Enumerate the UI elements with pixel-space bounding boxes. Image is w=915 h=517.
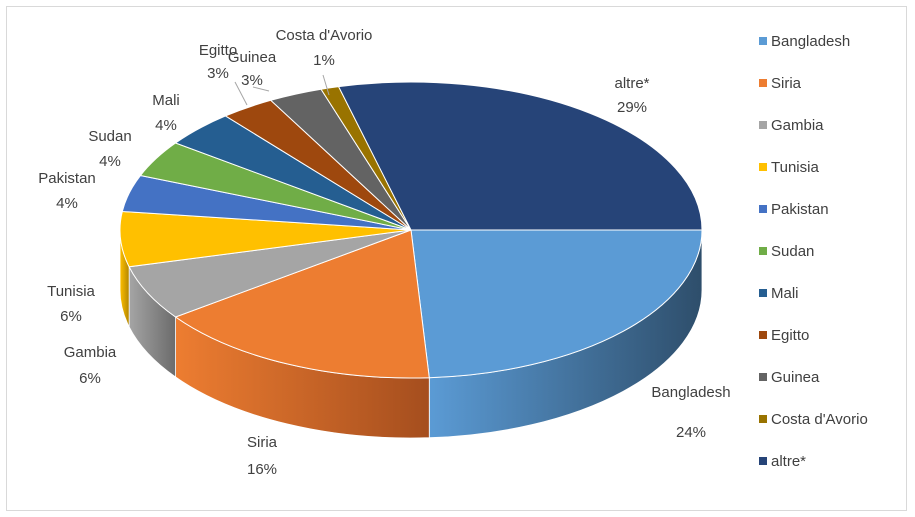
data-label-value-siria: 16% bbox=[247, 461, 277, 478]
legend-swatch-guinea bbox=[759, 373, 767, 381]
data-label-value-gambia: 6% bbox=[79, 370, 101, 387]
data-label-value-egitto: 3% bbox=[207, 65, 229, 82]
legend-item-altre[interactable]: altre* bbox=[771, 453, 806, 470]
chart-area: Bangladesh 24% Siria 16% Gambia 6% Tunisia 6% Pa… bbox=[6, 6, 907, 511]
legend-swatch-siria bbox=[759, 79, 767, 87]
legend-swatch-bangladesh bbox=[759, 37, 767, 45]
data-label-name-guinea: Guinea bbox=[228, 49, 277, 66]
leader-line-costa-d-avorio bbox=[322, 74, 330, 96]
data-label-name-bangladesh: Bangladesh bbox=[651, 384, 730, 401]
data-label-value-guinea: 3% bbox=[241, 72, 263, 89]
legend-item-sudan[interactable]: Sudan bbox=[771, 243, 814, 260]
data-label-name-sudan: Sudan bbox=[88, 128, 131, 145]
pie-slice-siria[interactable] bbox=[174, 229, 430, 379]
data-label-name-mali: Mali bbox=[152, 92, 180, 109]
legend-item-tunisia[interactable]: Tunisia bbox=[771, 159, 819, 176]
legend-item-egitto[interactable]: Egitto bbox=[771, 327, 809, 344]
legend-swatch-costa-d-avorio bbox=[759, 415, 767, 423]
data-label-name-costa-d-avorio: Costa d'Avorio bbox=[276, 27, 373, 44]
leader-line-egitto bbox=[234, 81, 248, 106]
legend-swatch-pakistan bbox=[759, 205, 767, 213]
pie-chart: Bangladesh 24% Siria 16% Gambia 6% Tunisia 6% Pa… bbox=[38, 27, 868, 478]
data-label-name-tunisia: Tunisia bbox=[47, 283, 95, 300]
legend-swatch-gambia bbox=[759, 121, 767, 129]
pie-side-walls bbox=[119, 229, 703, 439]
data-label-name-altre: altre* bbox=[614, 75, 649, 92]
data-label-name-gambia: Gambia bbox=[64, 344, 117, 361]
data-label-value-altre: 29% bbox=[617, 99, 647, 116]
legend-item-guinea[interactable]: Guinea bbox=[771, 369, 820, 386]
leader-line-guinea bbox=[252, 86, 270, 92]
data-label-value-bangladesh: 24% bbox=[676, 424, 706, 441]
legend-swatch-altre bbox=[759, 457, 767, 465]
data-label-value-costa-d-avorio: 1% bbox=[313, 52, 335, 69]
legend-item-siria[interactable]: Siria bbox=[771, 75, 802, 92]
legend: Bangladesh Siria Gambia Tunisia Pakistan Suda… bbox=[759, 33, 868, 470]
data-label-name-siria: Siria bbox=[247, 434, 278, 451]
data-labels: Bangladesh 24% Siria 16% Gambia 6% Tunisia 6% Pa… bbox=[38, 27, 730, 478]
legend-item-mali[interactable]: Mali bbox=[771, 285, 799, 302]
data-label-value-pakistan: 4% bbox=[56, 195, 78, 212]
pie-slices bbox=[119, 81, 703, 379]
legend-item-gambia[interactable]: Gambia bbox=[771, 117, 824, 134]
legend-item-pakistan[interactable]: Pakistan bbox=[771, 201, 829, 218]
data-label-value-tunisia: 6% bbox=[60, 308, 82, 325]
legend-swatch-tunisia bbox=[759, 163, 767, 171]
legend-item-bangladesh[interactable]: Bangladesh bbox=[771, 33, 850, 50]
legend-swatch-sudan bbox=[759, 247, 767, 255]
data-label-name-egitto: Egitto bbox=[199, 42, 237, 59]
data-label-value-sudan: 4% bbox=[99, 153, 121, 170]
legend-swatch-egitto bbox=[759, 331, 767, 339]
legend-swatch-mali bbox=[759, 289, 767, 297]
pie-slice-altre[interactable] bbox=[337, 81, 703, 231]
pie-slice-bangladesh[interactable] bbox=[410, 229, 703, 379]
data-label-value-mali: 4% bbox=[155, 117, 177, 134]
legend-item-costa-d-avorio[interactable]: Costa d'Avorio bbox=[771, 411, 868, 428]
data-label-name-pakistan: Pakistan bbox=[38, 170, 96, 187]
